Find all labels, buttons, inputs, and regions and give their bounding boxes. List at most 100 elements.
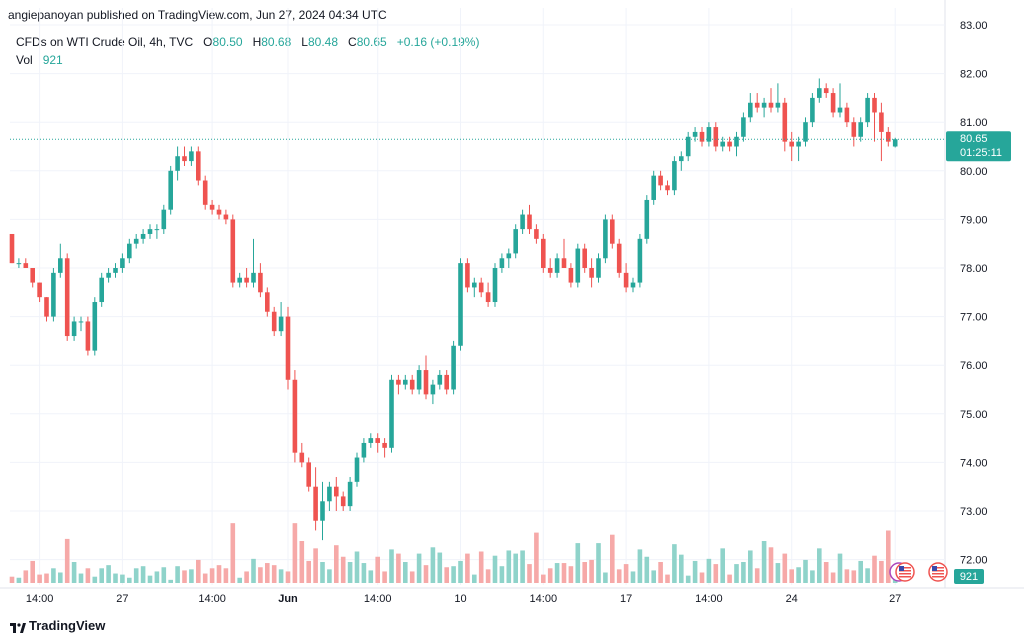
volume-bar	[265, 563, 270, 583]
volume-bar	[285, 571, 291, 583]
candle-body	[99, 277, 104, 303]
volume-bar	[451, 566, 456, 583]
candle-body	[582, 248, 587, 268]
legend-vol-value: 921	[42, 53, 63, 67]
candle-body	[658, 175, 663, 186]
x-tick-label: 27	[116, 593, 128, 605]
volume-bar	[230, 523, 236, 583]
candle-body	[347, 481, 353, 507]
candle-body	[133, 238, 139, 244]
volume-bar	[582, 562, 587, 583]
y-tick-label: 72.00	[960, 555, 988, 567]
volume-bar	[741, 562, 746, 583]
y-tick-label: 82.00	[960, 69, 988, 81]
volume-bar	[754, 568, 760, 583]
x-tick-label: 24	[786, 593, 798, 605]
candle-body	[120, 258, 125, 268]
volume-bar	[837, 553, 843, 583]
us-flag-icon	[928, 562, 948, 582]
candle-body	[430, 384, 436, 395]
candle-body	[375, 438, 380, 443]
candle-body	[161, 209, 167, 230]
volume-bar	[327, 569, 332, 583]
candle-body	[851, 122, 857, 137]
volume-bar	[616, 569, 622, 583]
volume-bar	[416, 553, 422, 583]
volume-bar	[120, 574, 125, 583]
volume-bar	[306, 560, 311, 583]
legend-l-label: L	[301, 35, 308, 49]
candle-body	[216, 209, 222, 215]
candle-body	[16, 263, 22, 265]
candle-body	[603, 219, 608, 259]
candle-body	[209, 204, 215, 210]
volume-badge	[954, 569, 984, 584]
flag-stripe	[899, 576, 911, 578]
candle-body	[830, 93, 836, 113]
volume-bar	[699, 572, 705, 583]
candle-body	[685, 136, 691, 157]
candle-body	[679, 156, 684, 162]
volume-bar	[527, 564, 532, 583]
candle-body	[485, 292, 491, 303]
candle-body	[444, 374, 449, 390]
volume-bar	[85, 568, 91, 583]
volume-bar	[851, 570, 857, 583]
candle-body	[64, 258, 70, 337]
flag-stripe	[932, 570, 944, 572]
volume-bar	[603, 572, 608, 583]
candle-body	[71, 321, 77, 337]
volume-bar	[886, 530, 891, 583]
legend-change: +0.16 (+0.19%)	[396, 35, 480, 49]
candle-body	[168, 170, 173, 210]
volume-bar	[30, 560, 35, 583]
volume-bar	[437, 552, 443, 583]
candle-body	[527, 214, 532, 230]
candle-body	[354, 457, 360, 482]
volume-bar	[396, 553, 401, 583]
y-tick-label: 81.00	[960, 117, 988, 129]
volume-bar	[292, 523, 298, 583]
candle-body	[437, 374, 443, 385]
candle-body	[596, 258, 601, 278]
volume-bar	[182, 570, 187, 583]
candle-body	[389, 379, 394, 448]
price-axis[interactable]: 83.00 82.00 81.00 80.00 79.00 78.00 77.00 76.00…	[946, 20, 1011, 584]
volume-bar	[320, 562, 325, 583]
time-axis[interactable]: 14:00 27 14:00 Jun 14:00 10 14:00 17 14:00 24 27	[26, 593, 901, 605]
y-tick-label: 80.00	[960, 166, 988, 178]
volume-bar	[685, 575, 691, 583]
candle-body	[492, 268, 498, 303]
x-tick-label: 14:00	[530, 593, 558, 605]
volume-bar	[623, 564, 629, 583]
volume-bar	[161, 567, 167, 583]
volume-bar	[506, 550, 512, 583]
candle-body	[230, 219, 236, 283]
volume-bar	[127, 577, 132, 583]
volume-bar	[375, 556, 380, 583]
candle-body	[451, 345, 456, 390]
candle-body	[78, 321, 84, 323]
volume-bar	[251, 558, 256, 583]
volume-bar	[796, 567, 801, 583]
candle-body	[30, 268, 35, 283]
candle-body	[892, 139, 898, 147]
volume-bar	[472, 574, 477, 583]
candle-body	[202, 180, 208, 205]
candle-body	[872, 97, 877, 113]
volume-bar	[58, 572, 63, 583]
legend-o-value: 80.50	[212, 35, 243, 49]
volume-bar	[727, 574, 732, 583]
candle-body	[886, 131, 891, 142]
volume-bar	[499, 566, 505, 583]
volume-bar	[610, 534, 615, 583]
volume-bar	[789, 569, 794, 583]
volume-bar	[106, 565, 111, 583]
candle-body	[189, 151, 194, 162]
volume-bar	[810, 570, 815, 583]
brand-name: TradingView	[29, 618, 106, 633]
volume-bar	[196, 559, 201, 583]
candle-body	[140, 233, 146, 239]
